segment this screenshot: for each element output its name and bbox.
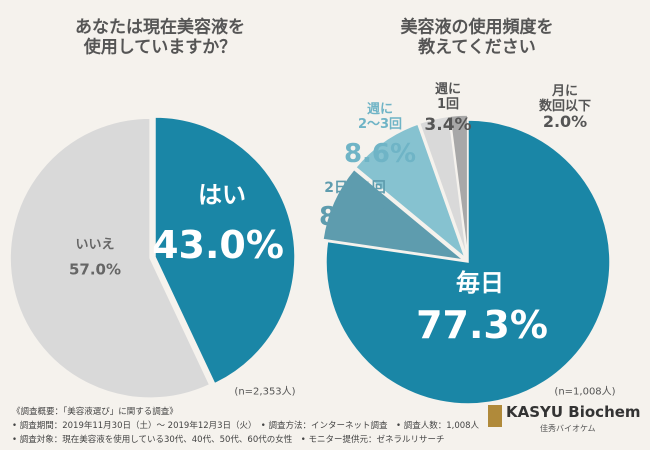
slice-label: 毎日 [456,269,504,298]
value-label: 43.0% [152,223,284,268]
brand-logo [488,405,502,427]
footer-line: • 調査期間：2019年11月30日（土）～ 2019年12月3日（火） • 調… [12,421,480,431]
slice-label: いいえ [75,237,115,253]
value-label: 77.3% [416,303,548,348]
sample-note: (n=1,008人) [554,386,616,398]
brand-name: KASYU Biochem [506,403,641,421]
chart-title: あなたは現在美容液を 使用していますか？ [75,17,245,57]
value-label: 8.6% [343,139,417,170]
pie-slice [154,116,296,385]
value-label: 3.4% [424,115,472,136]
slice-label: はい [198,181,246,210]
slice-label: 週に 1回 [434,82,462,112]
value-label: 8.7% [318,202,392,233]
slice-label: 週に 2〜3回 [357,102,403,132]
value-label: 57.0% [68,260,122,279]
footer-line: 《調査概要：「美容液選び」に関する調査》 [12,407,178,417]
footer-line: • 調査対象：現在美容液を使用している30代、40代、50代、60代の女性 • … [12,435,445,445]
brand-sub: 佳秀バイオケム [540,424,596,433]
pie-slice [322,168,466,262]
pie-slice [418,115,468,258]
pie-slice [354,123,467,261]
chart-title: 美容液の使用頻度を 教えてください [400,17,554,57]
pie-slice [325,119,611,405]
sample-note: (n=2,353人) [234,386,296,398]
pie-slice [9,117,211,399]
value-label: 2.0% [542,111,588,131]
pie-slice [449,114,469,258]
slice-label: 2日に1回 [324,179,386,196]
slice-label: 月に 数回以下 [538,84,592,114]
